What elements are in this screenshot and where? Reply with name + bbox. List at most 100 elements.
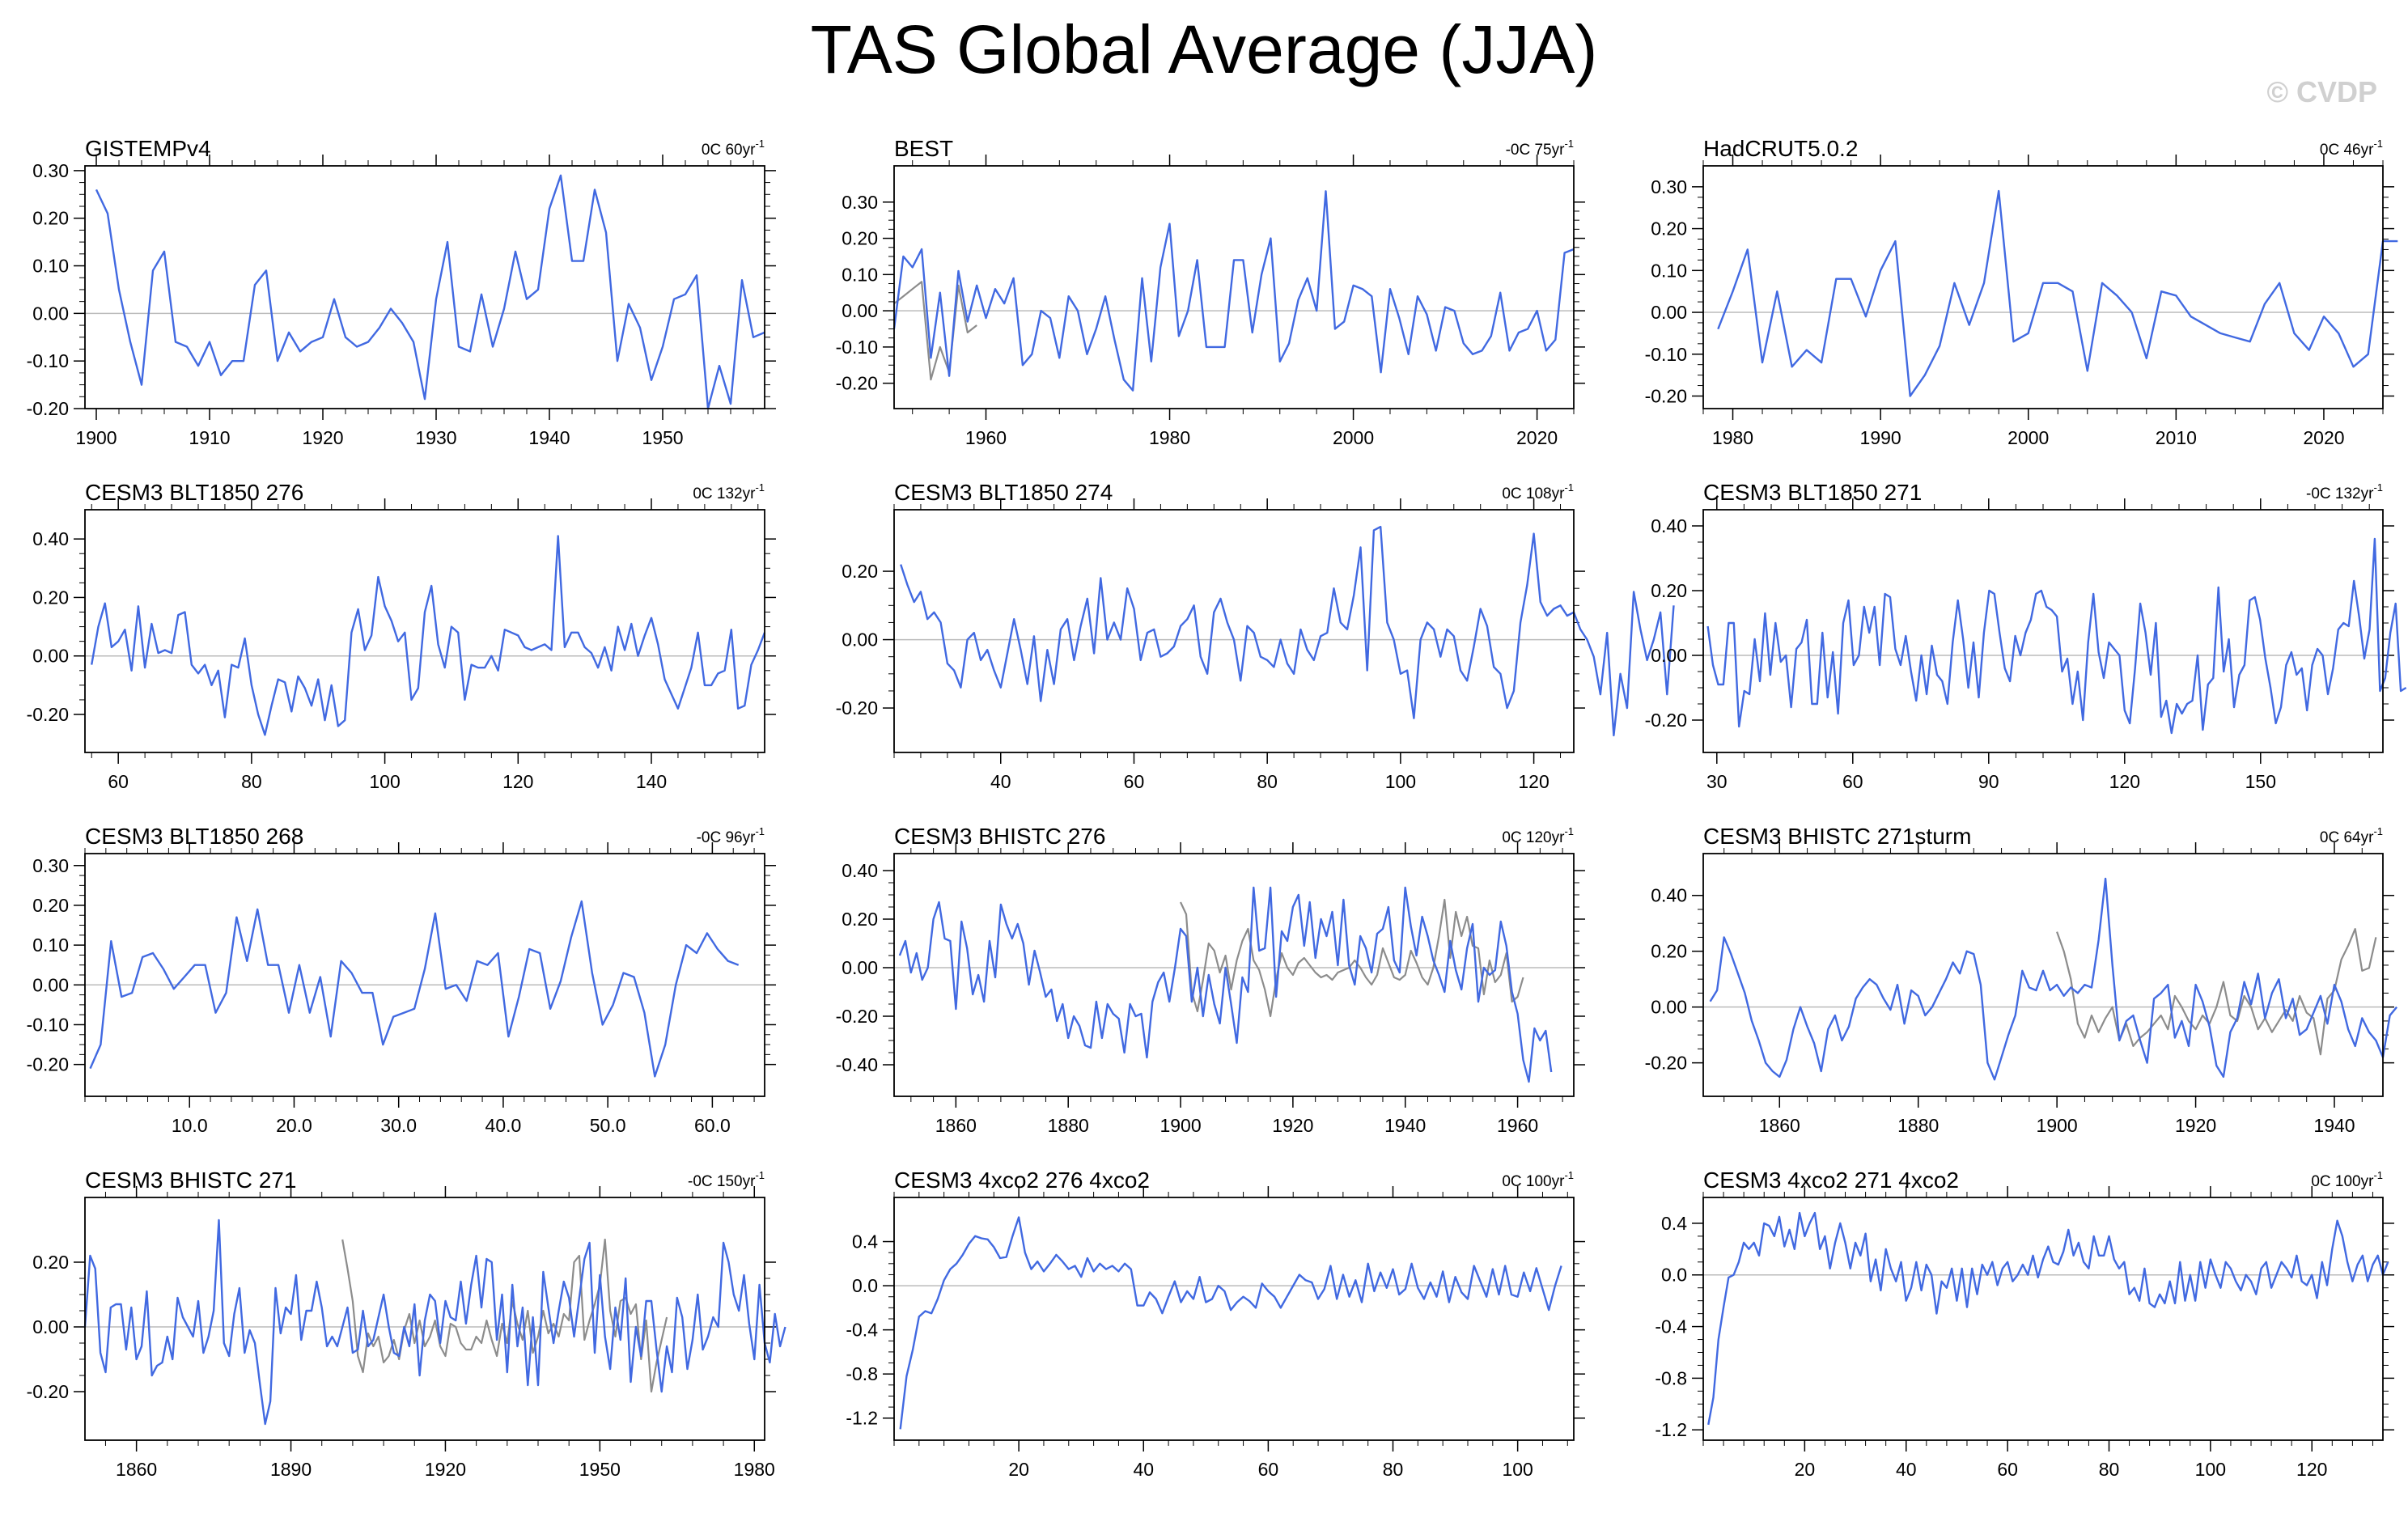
trend-unit-superscript: -1: [1564, 1169, 1574, 1181]
x-tick-label: 80: [241, 771, 262, 792]
panel-title: CESM3 BHISTC 271sturm: [1703, 824, 1971, 849]
series-line: [95, 174, 765, 410]
trend-unit-superscript: -1: [755, 825, 765, 837]
secondary-series-line: [893, 281, 977, 381]
y-tick-label: 0.00: [1651, 302, 1687, 323]
series-line: [89, 900, 740, 1078]
y-tick-label: -0.10: [27, 1014, 69, 1035]
x-tick-label: 30: [1706, 771, 1728, 792]
x-tick-label: 1980: [1149, 427, 1190, 448]
panel-2: BEST -0C 75yr-1 -0.20 -0.10 0.00 0.10 0.20 0.30…: [836, 136, 1585, 448]
y-tick-label: -0.20: [1645, 385, 1687, 406]
y-tick-label: -0.8: [1655, 1367, 1687, 1388]
y-tick-label: 0.30: [1651, 176, 1687, 197]
x-tick-label: 1950: [642, 427, 683, 448]
panel-11: CESM3 4xco2 276 4xco2 0C 100yr-1 -1.2 -0.8 -…: [846, 1168, 1585, 1480]
x-tick-label: 20.0: [276, 1115, 312, 1136]
y-tick-label: 0.00: [32, 1316, 69, 1337]
y-tick-label: -0.20: [27, 1054, 69, 1075]
panel-6: CESM3 BLT1850 271 -0C 132yr-1 -0.20 0.00 0.2…: [1645, 480, 2407, 792]
x-tick-label: 1900: [75, 427, 117, 448]
x-tick-label: 2000: [2007, 427, 2049, 448]
panel-8: CESM3 BHISTC 276 0C 120yr-1 -0.40 -0.20 0.00…: [836, 824, 1585, 1136]
series-line: [898, 886, 1553, 1083]
x-tick-label: 80: [1257, 771, 1278, 792]
plot-frame: [893, 1197, 1575, 1441]
y-tick-label: -0.40: [836, 1054, 878, 1075]
y-tick-label: -1.2: [1655, 1419, 1687, 1440]
y-tick-label: 0.30: [32, 160, 69, 181]
x-tick-label: 60: [1258, 1459, 1279, 1480]
x-tick-label: 1880: [1897, 1115, 1939, 1136]
cvdp-watermark: © CVDP: [2266, 75, 2377, 108]
trend-unit-superscript: -1: [755, 138, 765, 150]
y-tick-label: 0.4: [852, 1231, 878, 1252]
x-tick-label: 140: [636, 771, 667, 792]
secondary-series-line: [2056, 927, 2377, 1056]
x-tick-label: 1940: [1384, 1115, 1426, 1136]
x-tick-label: 1880: [1048, 1115, 1089, 1136]
plot-frame: [84, 165, 765, 409]
x-tick-label: 100: [1502, 1459, 1533, 1480]
panel-1: GISTEMPv4 0C 60yr-1 -0.20 -0.10 0.00 0.10 0.20…: [27, 136, 776, 448]
y-tick-label: 0.20: [842, 561, 878, 582]
series-line: [899, 1216, 1562, 1430]
y-tick-label: 0.30: [32, 855, 69, 876]
x-tick-label: 120: [502, 771, 533, 792]
panel-title: BEST: [894, 136, 953, 161]
y-tick-label: -0.20: [27, 398, 69, 419]
x-tick-label: 40: [1896, 1459, 1917, 1480]
trend-label: -0C 150yr-1: [688, 1169, 765, 1190]
panel-title: CESM3 BLT1850 268: [85, 824, 303, 849]
y-tick-label: -0.20: [27, 1381, 69, 1402]
x-tick-label: 60.0: [694, 1115, 731, 1136]
trend-label: 0C 100yr-1: [1502, 1169, 1574, 1190]
panel-title: CESM3 BLT1850 276: [85, 480, 303, 505]
y-tick-label: 0.30: [842, 192, 878, 213]
y-tick-label: 0.20: [32, 895, 69, 916]
y-tick-label: 0.40: [1651, 885, 1687, 906]
trend-unit-superscript: -1: [755, 481, 765, 494]
y-tick-label: 0.4: [1661, 1213, 1687, 1234]
y-tick-label: 0.20: [1651, 941, 1687, 962]
y-tick-label: -0.20: [836, 373, 878, 394]
plot-frame: [893, 165, 1575, 409]
y-tick-label: -0.4: [846, 1320, 878, 1341]
series-line: [1717, 189, 2398, 397]
x-tick-label: 80: [1383, 1459, 1404, 1480]
series-line: [91, 535, 766, 736]
y-tick-label: 0.40: [842, 860, 878, 881]
trend-unit-superscript: -1: [2373, 138, 2383, 150]
y-tick-label: 0.00: [32, 646, 69, 667]
x-tick-label: 90: [1978, 771, 1999, 792]
x-tick-label: 100: [369, 771, 400, 792]
x-tick-label: 10.0: [172, 1115, 208, 1136]
trend-label: 0C 64yr-1: [2320, 825, 2383, 846]
series-line: [1706, 537, 2407, 735]
x-tick-label: 1920: [425, 1459, 466, 1480]
trend-unit-superscript: -1: [2373, 481, 2383, 494]
plot-frame: [84, 1197, 765, 1441]
panel-title: CESM3 4xco2 271 4xco2: [1703, 1168, 1959, 1193]
y-tick-label: 0.20: [32, 1252, 69, 1273]
secondary-series-line: [341, 1238, 668, 1393]
x-tick-label: 2020: [1516, 427, 1558, 448]
y-tick-label: -0.8: [846, 1363, 878, 1384]
y-tick-label: -0.20: [1645, 1053, 1687, 1074]
x-tick-label: 1960: [1497, 1115, 1538, 1136]
y-tick-label: 0.00: [842, 957, 878, 978]
series-line: [83, 1218, 786, 1426]
trend-label: 0C 46yr-1: [2320, 138, 2383, 159]
x-tick-label: 2000: [1333, 427, 1374, 448]
y-tick-label: 0.20: [842, 228, 878, 249]
x-tick-label: 1910: [189, 427, 230, 448]
x-tick-label: 120: [2296, 1459, 2327, 1480]
secondary-series-line: [1180, 898, 1524, 1018]
y-tick-label: 0.00: [1651, 997, 1687, 1018]
y-tick-label: 0.00: [32, 303, 69, 324]
y-tick-label: 0.20: [842, 909, 878, 930]
trend-unit-superscript: -1: [1564, 825, 1574, 837]
panel-4: CESM3 BLT1850 276 0C 132yr-1 -0.20 0.00 0.20…: [27, 480, 776, 792]
y-tick-label: 0.20: [1651, 218, 1687, 239]
